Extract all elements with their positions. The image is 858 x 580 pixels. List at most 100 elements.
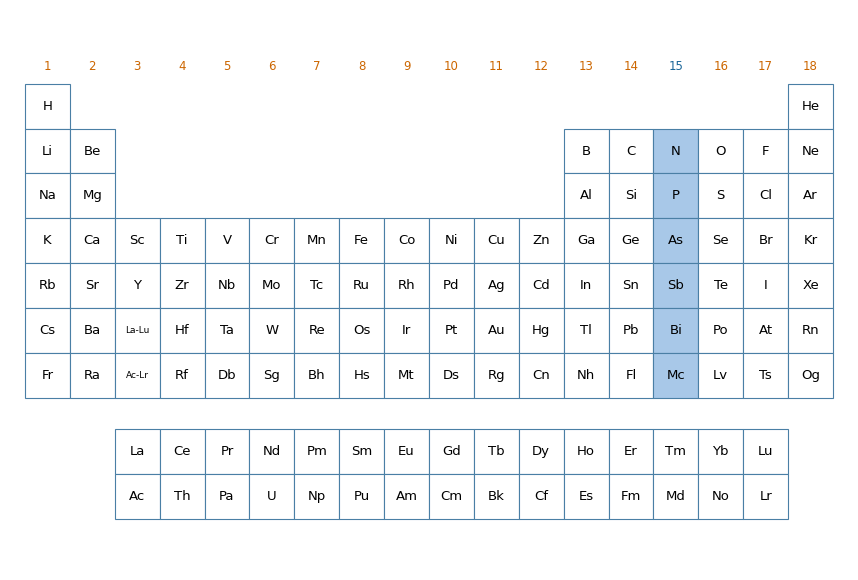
- Bar: [250, 218, 294, 263]
- Text: Cs: Cs: [39, 324, 56, 337]
- Bar: [160, 353, 204, 398]
- Text: Ts: Ts: [759, 369, 772, 382]
- Text: Au: Au: [487, 324, 505, 337]
- Text: Cd: Cd: [532, 279, 550, 292]
- Bar: [25, 84, 69, 129]
- Text: Ga: Ga: [577, 234, 595, 247]
- Bar: [564, 308, 608, 353]
- Bar: [339, 308, 384, 353]
- Bar: [564, 129, 608, 173]
- Bar: [743, 429, 789, 474]
- Bar: [789, 84, 833, 129]
- Bar: [743, 218, 789, 263]
- Text: Kr: Kr: [803, 234, 818, 247]
- Text: Rg: Rg: [487, 369, 505, 382]
- Text: Mn: Mn: [307, 234, 327, 247]
- Text: He: He: [801, 100, 819, 113]
- Bar: [743, 263, 789, 308]
- Text: Hf: Hf: [175, 324, 190, 337]
- Bar: [743, 129, 789, 173]
- Text: Md: Md: [666, 490, 686, 503]
- Bar: [564, 173, 608, 218]
- Text: In: In: [580, 279, 592, 292]
- Bar: [160, 429, 204, 474]
- Bar: [698, 474, 743, 519]
- Bar: [69, 218, 115, 263]
- Bar: [384, 474, 429, 519]
- Bar: [115, 308, 160, 353]
- Text: Rb: Rb: [39, 279, 57, 292]
- Bar: [115, 429, 160, 474]
- Bar: [25, 218, 69, 263]
- Bar: [564, 218, 608, 263]
- Bar: [789, 173, 833, 218]
- Text: Ho: Ho: [577, 445, 595, 458]
- Text: Np: Np: [308, 490, 326, 503]
- Bar: [654, 218, 698, 263]
- Bar: [698, 429, 743, 474]
- Text: Rn: Rn: [801, 324, 819, 337]
- Text: 7: 7: [313, 60, 321, 73]
- Text: H: H: [43, 100, 52, 113]
- Text: Bi: Bi: [669, 324, 682, 337]
- Text: Mc: Mc: [667, 369, 686, 382]
- Bar: [519, 353, 564, 398]
- Bar: [789, 308, 833, 353]
- Text: Tm: Tm: [666, 445, 686, 458]
- Bar: [339, 429, 384, 474]
- Bar: [564, 474, 608, 519]
- Bar: [69, 173, 115, 218]
- Text: Te: Te: [714, 279, 728, 292]
- Bar: [429, 263, 474, 308]
- Bar: [204, 263, 250, 308]
- Bar: [429, 218, 474, 263]
- Bar: [115, 353, 160, 398]
- Bar: [474, 353, 519, 398]
- Bar: [69, 263, 115, 308]
- Bar: [204, 308, 250, 353]
- Bar: [339, 474, 384, 519]
- Text: Ac-Lr: Ac-Lr: [126, 371, 148, 380]
- Text: Nb: Nb: [218, 279, 236, 292]
- Text: Pr: Pr: [221, 445, 233, 458]
- Text: Se: Se: [712, 234, 729, 247]
- Bar: [115, 474, 160, 519]
- Bar: [384, 429, 429, 474]
- Bar: [654, 474, 698, 519]
- Bar: [69, 353, 115, 398]
- Bar: [115, 218, 160, 263]
- Bar: [519, 218, 564, 263]
- Bar: [698, 218, 743, 263]
- Text: Ar: Ar: [803, 190, 818, 202]
- Text: Dy: Dy: [532, 445, 550, 458]
- Bar: [294, 474, 339, 519]
- Text: Be: Be: [83, 144, 101, 158]
- Text: 5: 5: [223, 60, 231, 73]
- Bar: [69, 129, 115, 173]
- Bar: [743, 173, 789, 218]
- Text: Ti: Ti: [177, 234, 188, 247]
- Bar: [789, 129, 833, 173]
- Bar: [743, 474, 789, 519]
- Text: Zr: Zr: [175, 279, 190, 292]
- Text: Al: Al: [580, 190, 593, 202]
- Text: Po: Po: [713, 324, 728, 337]
- Text: La-Lu: La-Lu: [125, 326, 149, 335]
- Bar: [654, 429, 698, 474]
- Bar: [654, 353, 698, 398]
- Text: 10: 10: [444, 60, 459, 73]
- Text: No: No: [712, 490, 729, 503]
- Text: Pt: Pt: [444, 324, 458, 337]
- Text: As: As: [668, 234, 684, 247]
- Bar: [25, 263, 69, 308]
- Bar: [69, 308, 115, 353]
- Text: 16: 16: [713, 60, 728, 73]
- Bar: [564, 429, 608, 474]
- Text: Sn: Sn: [623, 279, 639, 292]
- Bar: [743, 308, 789, 353]
- Text: Mt: Mt: [398, 369, 415, 382]
- Bar: [384, 353, 429, 398]
- Text: Xe: Xe: [802, 279, 819, 292]
- Text: F: F: [762, 144, 770, 158]
- Bar: [789, 218, 833, 263]
